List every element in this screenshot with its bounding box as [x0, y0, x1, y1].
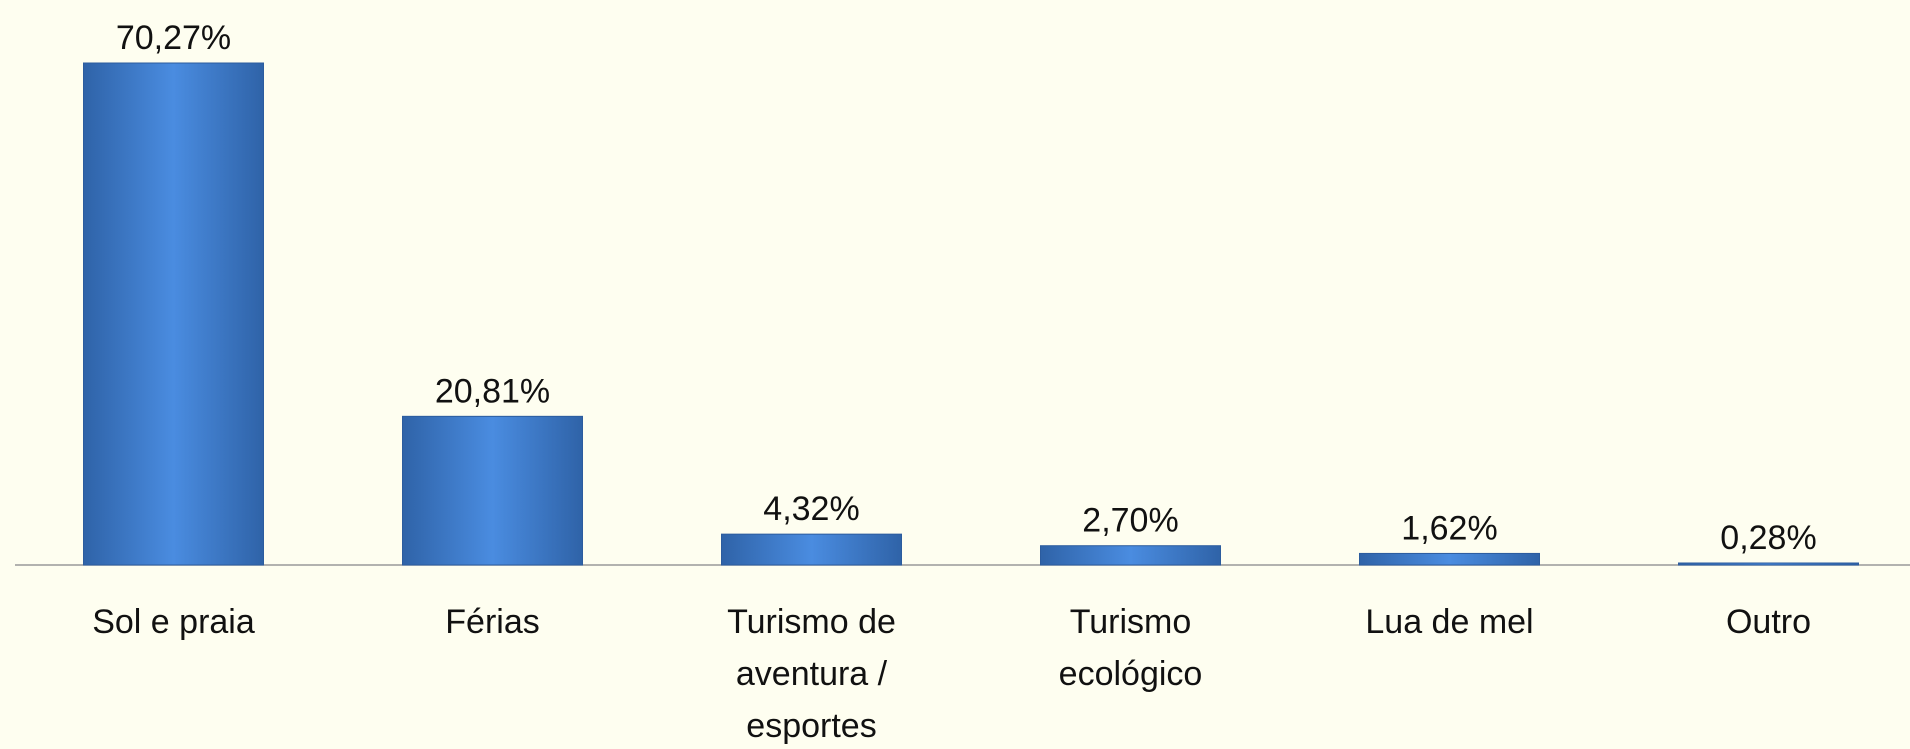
bar: [721, 533, 902, 566]
value-label: 20,81%: [435, 372, 550, 410]
value-label: 0,28%: [1720, 519, 1816, 557]
value-label: 70,27%: [116, 19, 231, 57]
bar: [83, 62, 264, 566]
value-label: 1,62%: [1401, 509, 1497, 547]
bar: [1359, 552, 1540, 566]
x-tick-label: Outro: [1725, 603, 1812, 641]
x-tick-label: Turismo de aventura / esportes: [727, 603, 896, 745]
x-tick-label: Lua de mel: [1365, 603, 1534, 641]
value-label: 4,32%: [763, 490, 859, 528]
value-label: 2,70%: [1082, 502, 1178, 540]
bar: [1040, 545, 1221, 566]
bar: [402, 415, 583, 566]
x-tick-label: Férias: [445, 603, 540, 641]
x-tick-label: Turismo ecológico: [1058, 603, 1203, 693]
bar: [1678, 562, 1859, 566]
x-tick-label: Sol e praia: [92, 603, 255, 641]
